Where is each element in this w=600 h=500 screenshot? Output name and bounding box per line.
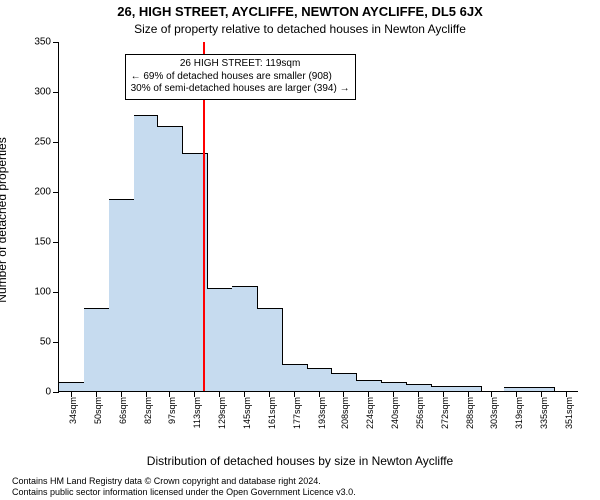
x-tick-label: 145sqm (242, 397, 252, 429)
annotation-box: 26 HIGH STREET: 119sqm← 69% of detached … (125, 54, 356, 100)
histogram-bar (307, 368, 331, 391)
histogram-bar (59, 382, 85, 391)
histogram-bar (157, 126, 183, 391)
x-tick-label: 224sqm (365, 397, 375, 429)
histogram-bar (84, 308, 110, 391)
x-tick-label: 66sqm (118, 397, 128, 424)
x-tick-label: 303sqm (489, 397, 499, 429)
x-tick-label: 351sqm (564, 397, 574, 429)
y-tick-label: 350 (34, 37, 59, 48)
histogram-bar (109, 199, 135, 391)
y-tick-label: 150 (34, 237, 59, 248)
x-tick-label: 208sqm (340, 397, 350, 429)
y-axis-label: Number of detached properties (0, 55, 9, 220)
y-tick-label: 100 (34, 287, 59, 298)
histogram-bar (257, 308, 283, 391)
x-tick-label: 34sqm (68, 397, 78, 424)
y-tick-label: 250 (34, 137, 59, 148)
page-title-line2: Size of property relative to detached ho… (0, 22, 600, 36)
histogram-bar (356, 380, 382, 391)
histogram-bar (134, 115, 158, 391)
histogram-bar (282, 364, 308, 391)
x-tick-label: 82sqm (143, 397, 153, 424)
x-tick-label: 113sqm (192, 397, 202, 428)
footer-line1: Contains HM Land Registry data © Crown c… (12, 476, 588, 487)
annotation-line3: 30% of semi-detached houses are larger (… (131, 83, 350, 96)
x-tick-label: 272sqm (440, 397, 450, 429)
histogram-bar (232, 286, 258, 391)
x-tick-label: 177sqm (292, 397, 302, 429)
x-tick-label: 319sqm (514, 397, 524, 429)
annotation-line2: ← 69% of detached houses are smaller (90… (131, 71, 350, 84)
x-tick-label: 129sqm (217, 397, 227, 429)
x-tick-label: 193sqm (317, 397, 327, 429)
y-tick-label: 0 (45, 387, 59, 398)
histogram-bar (406, 384, 432, 391)
chart-plot-area: 05010015020025030035034sqm50sqm66sqm82sq… (58, 42, 578, 392)
x-tick-label: 288sqm (465, 397, 475, 429)
page-title-line1: 26, HIGH STREET, AYCLIFFE, NEWTON AYCLIF… (0, 4, 600, 19)
y-tick-label: 50 (40, 337, 59, 348)
annotation-line1: 26 HIGH STREET: 119sqm (131, 58, 350, 71)
x-tick-label: 161sqm (267, 397, 277, 429)
x-tick-label: 256sqm (415, 397, 425, 429)
histogram-bar (381, 382, 407, 391)
x-tick-label: 335sqm (539, 397, 549, 429)
x-tick-label: 240sqm (390, 397, 400, 429)
histogram-bar (207, 288, 233, 391)
y-tick-label: 300 (34, 87, 59, 98)
histogram-bar (331, 373, 357, 391)
footer-line2: Contains public sector information licen… (12, 487, 588, 498)
x-axis-label: Distribution of detached houses by size … (0, 454, 600, 468)
footer-attribution: Contains HM Land Registry data © Crown c… (12, 476, 588, 499)
x-tick-label: 50sqm (93, 397, 103, 424)
y-tick-label: 200 (34, 187, 59, 198)
x-tick-label: 97sqm (167, 397, 177, 424)
